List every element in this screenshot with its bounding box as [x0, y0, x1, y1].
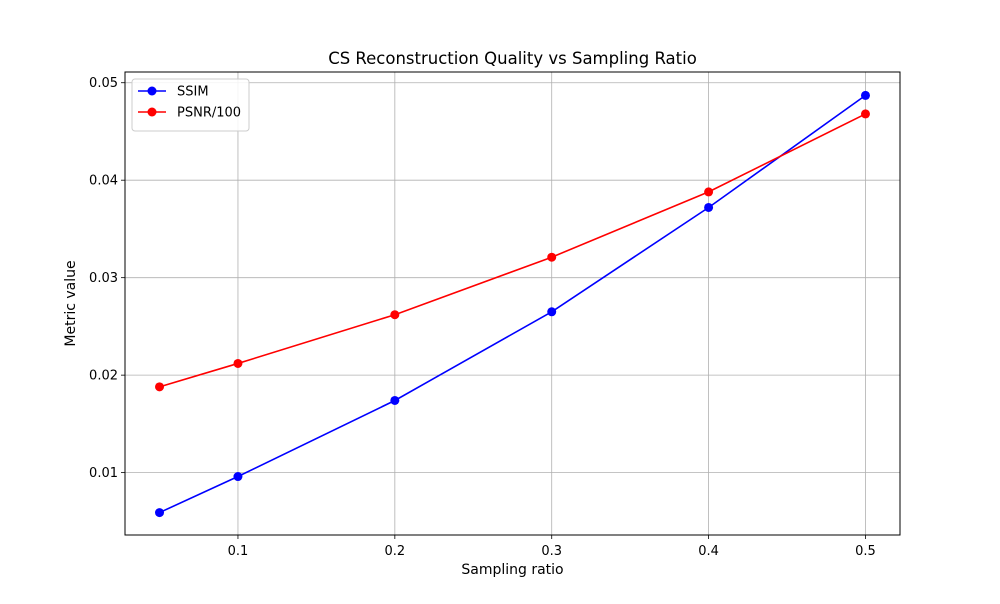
legend-marker [147, 86, 157, 96]
legend-label: SSIM [177, 85, 209, 100]
x-axis-label: Sampling ratio [461, 562, 563, 578]
data-point-psnr-100 [233, 358, 243, 368]
data-point-psnr-100 [860, 109, 870, 119]
x-tick-label: 0.5 [855, 544, 876, 559]
y-tick-label: 0.04 [89, 174, 118, 189]
x-tick-label: 0.4 [698, 544, 719, 559]
y-tick-label: 0.05 [89, 76, 118, 91]
data-point-psnr-100 [155, 382, 165, 392]
x-tick-label: 0.2 [384, 544, 405, 559]
ticks: 0.1 0.2 0.3 0.4 0.5 0.01 0.02 0.03 0.04 0.05 [89, 76, 876, 559]
data-point-psnr-100 [390, 310, 400, 320]
y-tick-label: 0.01 [89, 466, 118, 481]
y-tick-label: 0.03 [89, 271, 118, 286]
data-point-ssim [155, 508, 165, 518]
data-point-psnr-100 [547, 252, 557, 262]
legend-box [131, 78, 250, 132]
x-tick-label: 0.3 [541, 544, 562, 559]
legend-marker [147, 107, 157, 117]
chart-title: CS Reconstruction Quality vs Sampling Ra… [328, 49, 697, 68]
data-point-ssim [390, 395, 400, 405]
legend: SSIM PSNR/100 [131, 78, 250, 132]
series [155, 90, 870, 518]
data-point-ssim [704, 202, 714, 212]
plot-frame [124, 71, 901, 536]
x-tick-label: 0.1 [228, 544, 249, 559]
data-point-ssim [860, 90, 870, 100]
series-line-psnr-100 [159, 113, 866, 388]
series-line-ssim [159, 94, 866, 514]
y-axis-label: Metric value [63, 260, 79, 346]
legend-label: PSNR/100 [177, 106, 241, 121]
y-tick-label: 0.02 [89, 369, 118, 384]
grid [125, 72, 900, 535]
data-point-psnr-100 [704, 187, 714, 197]
data-point-ssim [233, 472, 243, 482]
data-point-ssim [547, 307, 557, 317]
